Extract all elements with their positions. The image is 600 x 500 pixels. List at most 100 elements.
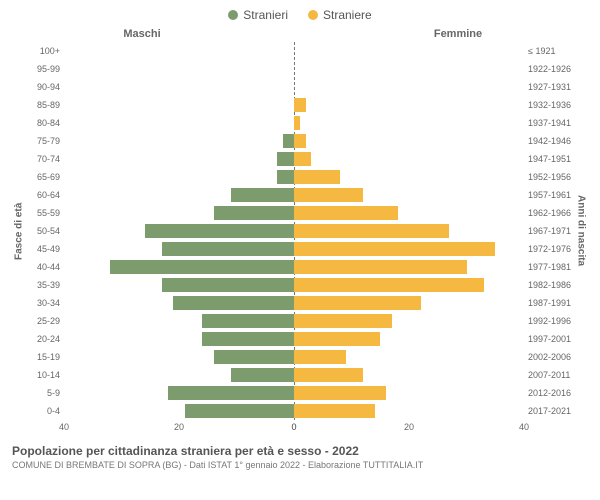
x-tick: 20	[404, 422, 414, 432]
bar-male	[202, 332, 294, 346]
bar-female	[294, 116, 300, 130]
bar-male	[214, 206, 295, 220]
chart-title: Popolazione per cittadinanza straniera p…	[12, 444, 588, 458]
gender-header: Maschi Femmine	[12, 28, 588, 40]
year-label: 1977-1981	[528, 262, 574, 272]
pyramid-row	[64, 60, 524, 78]
bar-female	[294, 386, 386, 400]
bar-female	[294, 242, 495, 256]
year-axis-labels: ≤ 19211922-19261927-19311932-19361937-19…	[524, 42, 574, 420]
year-label: 1947-1951	[528, 154, 574, 164]
pyramid-row	[64, 204, 524, 222]
pyramid-row	[64, 78, 524, 96]
bar-female	[294, 350, 346, 364]
pyramid-row	[64, 186, 524, 204]
year-label: ≤ 1921	[528, 46, 574, 56]
pyramid-row	[64, 240, 524, 258]
pyramid-row	[64, 330, 524, 348]
bar-female	[294, 314, 392, 328]
year-label: 2012-2016	[528, 388, 574, 398]
bar-female	[294, 134, 306, 148]
age-label: 10-14	[26, 370, 60, 380]
year-label: 1957-1961	[528, 190, 574, 200]
year-label: 2017-2021	[528, 406, 574, 416]
bar-male	[231, 368, 294, 382]
chart-source: COMUNE DI BREMBATE DI SOPRA (BG) - Dati …	[12, 460, 588, 470]
pyramid-row	[64, 402, 524, 420]
header-female: Femmine	[388, 28, 588, 40]
legend-item-female: Straniere	[308, 8, 372, 22]
legend-swatch-male	[228, 10, 238, 20]
year-label: 1987-1991	[528, 298, 574, 308]
bar-female	[294, 332, 380, 346]
x-axis-right: 02040	[294, 422, 524, 436]
bar-male	[214, 350, 295, 364]
x-tick: 0	[291, 422, 296, 432]
pyramid-row	[64, 258, 524, 276]
yaxis-right-title: Anni di nascita	[574, 42, 588, 420]
population-pyramid-chart: Fasce di età 100+95-9990-9485-8980-8475-…	[12, 42, 588, 420]
pyramid-row	[64, 42, 524, 60]
bar-male	[277, 152, 294, 166]
age-label: 80-84	[26, 118, 60, 128]
year-label: 1937-1941	[528, 118, 574, 128]
age-label: 60-64	[26, 190, 60, 200]
pyramid-row	[64, 132, 524, 150]
bar-male	[162, 242, 294, 256]
bar-male	[202, 314, 294, 328]
pyramid-row	[64, 312, 524, 330]
bar-male	[145, 224, 295, 238]
age-label: 100+	[26, 46, 60, 56]
year-label: 1952-1956	[528, 172, 574, 182]
year-label: 2007-2011	[528, 370, 574, 380]
year-label: 1992-1996	[528, 316, 574, 326]
age-label: 25-29	[26, 316, 60, 326]
pyramid-row	[64, 150, 524, 168]
bar-male	[168, 386, 295, 400]
year-label: 2002-2006	[528, 352, 574, 362]
bar-female	[294, 404, 375, 418]
bar-male	[231, 188, 294, 202]
year-label: 1927-1931	[528, 82, 574, 92]
x-tick: 40	[59, 422, 69, 432]
age-label: 20-24	[26, 334, 60, 344]
age-label: 40-44	[26, 262, 60, 272]
age-label: 85-89	[26, 100, 60, 110]
bar-female	[294, 260, 467, 274]
age-label: 95-99	[26, 64, 60, 74]
pyramid-row	[64, 384, 524, 402]
bar-male	[173, 296, 294, 310]
age-label: 65-69	[26, 172, 60, 182]
age-label: 0-4	[26, 406, 60, 416]
age-label: 30-34	[26, 298, 60, 308]
age-label: 45-49	[26, 244, 60, 254]
chart-legend: Stranieri Straniere	[12, 8, 588, 22]
pyramid-row	[64, 366, 524, 384]
pyramid-bars	[64, 42, 524, 420]
year-label: 1932-1936	[528, 100, 574, 110]
age-label: 55-59	[26, 208, 60, 218]
bar-male	[283, 134, 295, 148]
pyramid-row	[64, 114, 524, 132]
legend-swatch-female	[308, 10, 318, 20]
pyramid-row	[64, 168, 524, 186]
bar-male	[185, 404, 294, 418]
age-label: 15-19	[26, 352, 60, 362]
x-axis: 40200 02040	[64, 422, 524, 436]
pyramid-row	[64, 222, 524, 240]
legend-label-male: Stranieri	[243, 8, 288, 22]
bar-female	[294, 278, 484, 292]
age-label: 35-39	[26, 280, 60, 290]
bar-female	[294, 206, 398, 220]
bar-female	[294, 98, 306, 112]
header-male: Maschi	[12, 28, 212, 40]
legend-item-male: Stranieri	[228, 8, 288, 22]
yaxis-left-title: Fasce di età	[12, 42, 26, 420]
bar-female	[294, 188, 363, 202]
bar-male	[162, 278, 294, 292]
year-label: 1967-1971	[528, 226, 574, 236]
pyramid-row	[64, 96, 524, 114]
bar-male	[110, 260, 294, 274]
bar-female	[294, 296, 421, 310]
pyramid-row	[64, 294, 524, 312]
